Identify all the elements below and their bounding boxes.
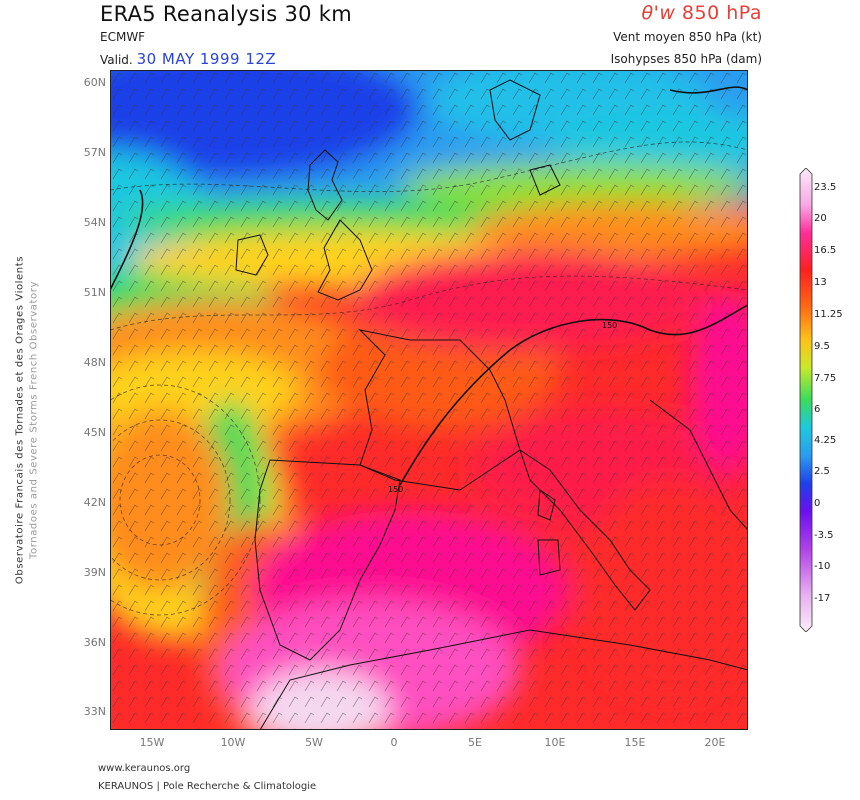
- model-source: ECMWF: [100, 30, 146, 44]
- colorbar-label-9-5: 9.5: [814, 341, 830, 352]
- parameter-title: θ'w 850 hPa: [641, 2, 762, 24]
- footer-url[interactable]: www.keraunos.org: [98, 763, 191, 774]
- lat-label-36n: 36N: [83, 636, 106, 649]
- parameter-level: 850 hPa: [681, 2, 762, 24]
- colorbar-label-4-25: 4.25: [814, 435, 837, 446]
- colorbar-label-6: 6: [814, 404, 821, 415]
- lon-label-0: 0: [390, 736, 398, 749]
- lon-label-15e: 15E: [624, 736, 646, 749]
- colorbar-label-7-75: 7.75: [814, 373, 837, 384]
- lat-label-54n: 54N: [83, 216, 106, 229]
- footer-credit: KERAUNOS | Pole Recherche & Climatologie: [98, 781, 317, 792]
- coastlines: [235, 79, 748, 730]
- colorbar-scale: [799, 168, 813, 632]
- coast-scotland: [307, 149, 343, 221]
- lat-label-57n: 57N: [83, 146, 106, 159]
- lon-label-10e: 10E: [544, 736, 566, 749]
- coast-sardinia: [537, 539, 561, 576]
- coast-italy: [519, 448, 651, 611]
- isohypses-dashed: [110, 141, 748, 616]
- coast-norway: [489, 79, 541, 141]
- coast-ireland: [235, 234, 269, 276]
- colorbar-label-20: 20: [814, 213, 827, 224]
- colorbar-label-minus-17: -17: [814, 593, 831, 604]
- coast-england: [317, 219, 373, 301]
- colorbar-label-minus-10: -10: [814, 561, 831, 572]
- coast-corsica: [537, 489, 556, 521]
- map-frame: [110, 70, 748, 730]
- lat-label-60n: 60N: [83, 76, 106, 89]
- lat-label-33n: 33N: [83, 705, 106, 718]
- theta-w-map: 150 150: [110, 70, 748, 730]
- lon-label-20e: 20E: [704, 736, 726, 749]
- parameter-symbol: θ'w: [641, 2, 676, 24]
- lat-label-42n: 42N: [83, 496, 106, 509]
- chart-title: ERA5 Reanalysis 30 km: [100, 2, 352, 26]
- lat-label-45n: 45N: [83, 426, 106, 439]
- coast-denmark: [529, 164, 561, 196]
- valid-date: 30 MAY 1999 12Z: [136, 50, 277, 68]
- isohypse-150: [110, 86, 748, 486]
- colorbar-label-minus-3-5: -3.5: [814, 530, 834, 541]
- contour-label-2: 150: [388, 485, 403, 494]
- lat-label-39n: 39N: [83, 566, 106, 579]
- colorbar-label-0: 0: [814, 498, 821, 509]
- isohypses-label: Isohypses 850 hPa (dam): [610, 52, 762, 66]
- coast-france: [358, 329, 521, 491]
- colorbar-label-2-5: 2.5: [814, 466, 830, 477]
- valid-time: Valid. 30 MAY 1999 12Z: [100, 50, 276, 68]
- colorbar-label-13: 13: [814, 277, 827, 288]
- lon-label-10w: 10W: [220, 736, 246, 749]
- lon-label-5w: 5W: [305, 736, 323, 749]
- colorbar-label-11-25: 11.25: [814, 309, 843, 320]
- contour-label-1: 150: [602, 321, 617, 330]
- lat-label-48n: 48N: [83, 356, 106, 369]
- wind-barbs: [110, 70, 748, 730]
- coast-iberia: [254, 459, 401, 661]
- coast-north-africa: [259, 629, 748, 730]
- lon-label-5e: 5E: [468, 736, 482, 749]
- side-caption: Observatoire Francais des Tornades et de…: [15, 256, 40, 584]
- colorbar-label-16-5: 16.5: [814, 245, 837, 256]
- coast-balkans: [649, 399, 748, 531]
- colorbar: [799, 168, 813, 632]
- lon-label-15w: 15W: [139, 736, 165, 749]
- colorbar-label-23-5: 23.5: [814, 182, 837, 193]
- lat-label-51n: 51N: [83, 286, 106, 299]
- side-caption-en: Tornadoes and Severe Storms French Obser…: [28, 281, 40, 560]
- wind-label: Vent moyen 850 hPa (kt): [613, 30, 762, 44]
- side-caption-fr: Observatoire Francais des Tornades et de…: [14, 255, 26, 585]
- valid-prefix: Valid.: [100, 53, 133, 67]
